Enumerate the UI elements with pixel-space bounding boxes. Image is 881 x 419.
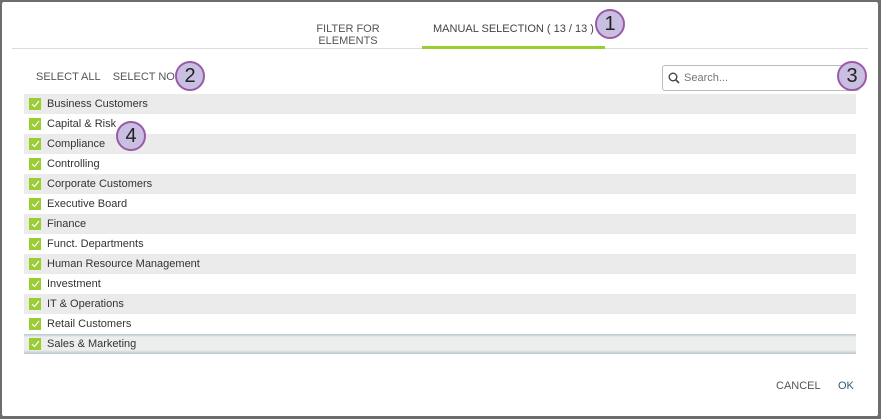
checkmark-icon (31, 300, 39, 308)
list-item[interactable]: Sales & Marketing (24, 334, 856, 354)
checkmark-icon (31, 260, 39, 268)
checkmark-icon (31, 160, 39, 168)
selection-actions: SELECT ALL SELECT NONE (36, 71, 199, 83)
list-item-label: Business Customers (47, 98, 148, 110)
callout-marker: 3 (837, 61, 867, 91)
list-item[interactable]: Retail Customers (24, 314, 856, 334)
callout-marker: 4 (116, 121, 146, 151)
checkmark-icon (31, 280, 39, 288)
list-item[interactable]: Investment (24, 274, 856, 294)
checkbox[interactable] (29, 298, 41, 310)
checkbox[interactable] (29, 318, 41, 330)
search-icon (668, 72, 680, 84)
cancel-button[interactable]: CANCEL (776, 380, 821, 392)
list-item[interactable]: Business Customers (24, 94, 856, 114)
checkbox[interactable] (29, 138, 41, 150)
tab-manual-selection[interactable]: MANUAL SELECTION ( 13 / 13 ) (422, 23, 605, 49)
list-item[interactable]: Compliance (24, 134, 856, 154)
select-all-button[interactable]: SELECT ALL (36, 71, 101, 83)
list-item-label: Corporate Customers (47, 178, 153, 190)
checkbox[interactable] (29, 118, 41, 130)
checkmark-icon (31, 120, 39, 128)
checkmark-icon (31, 180, 39, 188)
list-item[interactable]: Finance (24, 214, 856, 234)
checkbox[interactable] (29, 278, 41, 290)
callout-marker: 1 (595, 9, 625, 39)
list-item-label: Investment (47, 278, 101, 290)
ok-button[interactable]: OK (838, 380, 854, 392)
list-item-label: Controlling (47, 158, 100, 170)
tab-bar: FILTER FOR ELEMENTS MANUAL SELECTION ( 1… (12, 2, 868, 49)
checkbox[interactable] (29, 238, 41, 250)
list-item-label: Human Resource Management (47, 258, 200, 270)
checkbox[interactable] (29, 338, 41, 350)
select-none-button[interactable]: SELECT NONE (112, 71, 191, 83)
list-item-label: Sales & Marketing (47, 338, 137, 350)
list-item[interactable]: Capital & Risk (24, 114, 856, 134)
tab-filter-for-elements[interactable]: FILTER FOR ELEMENTS (316, 23, 380, 47)
element-list: Business Customers Capital & Risk Complian… (24, 94, 856, 354)
list-item[interactable]: Corporate Customers (24, 174, 856, 194)
list-item[interactable]: IT & Operations (24, 294, 856, 314)
list-item[interactable]: Funct. Departments (24, 234, 856, 254)
list-item-label: Retail Customers (47, 318, 132, 330)
checkmark-icon (31, 340, 39, 348)
list-item-label: Capital & Risk (47, 118, 117, 130)
callout-marker: 2 (175, 61, 205, 91)
checkbox[interactable] (29, 258, 41, 270)
checkmark-icon (31, 320, 39, 328)
list-item[interactable]: Human Resource Management (24, 254, 856, 274)
search-input[interactable] (684, 72, 844, 84)
list-item-label: Funct. Departments (47, 238, 144, 250)
checkbox[interactable] (29, 218, 41, 230)
checkmark-icon (31, 240, 39, 248)
checkmark-icon (31, 220, 39, 228)
list-item-label: Finance (47, 218, 87, 230)
list-item-label: Executive Board (47, 198, 128, 210)
checkbox[interactable] (29, 158, 41, 170)
checkbox[interactable] (29, 198, 41, 210)
checkbox[interactable] (29, 98, 41, 110)
checkbox[interactable] (29, 178, 41, 190)
checkmark-icon (31, 100, 39, 108)
checkmark-icon (31, 140, 39, 148)
search-box[interactable] (662, 65, 860, 91)
list-item-label: IT & Operations (47, 298, 124, 310)
list-item-label: Compliance (47, 138, 106, 150)
checkmark-icon (31, 200, 39, 208)
list-item[interactable]: Executive Board (24, 194, 856, 214)
list-item[interactable]: Controlling (24, 154, 856, 174)
